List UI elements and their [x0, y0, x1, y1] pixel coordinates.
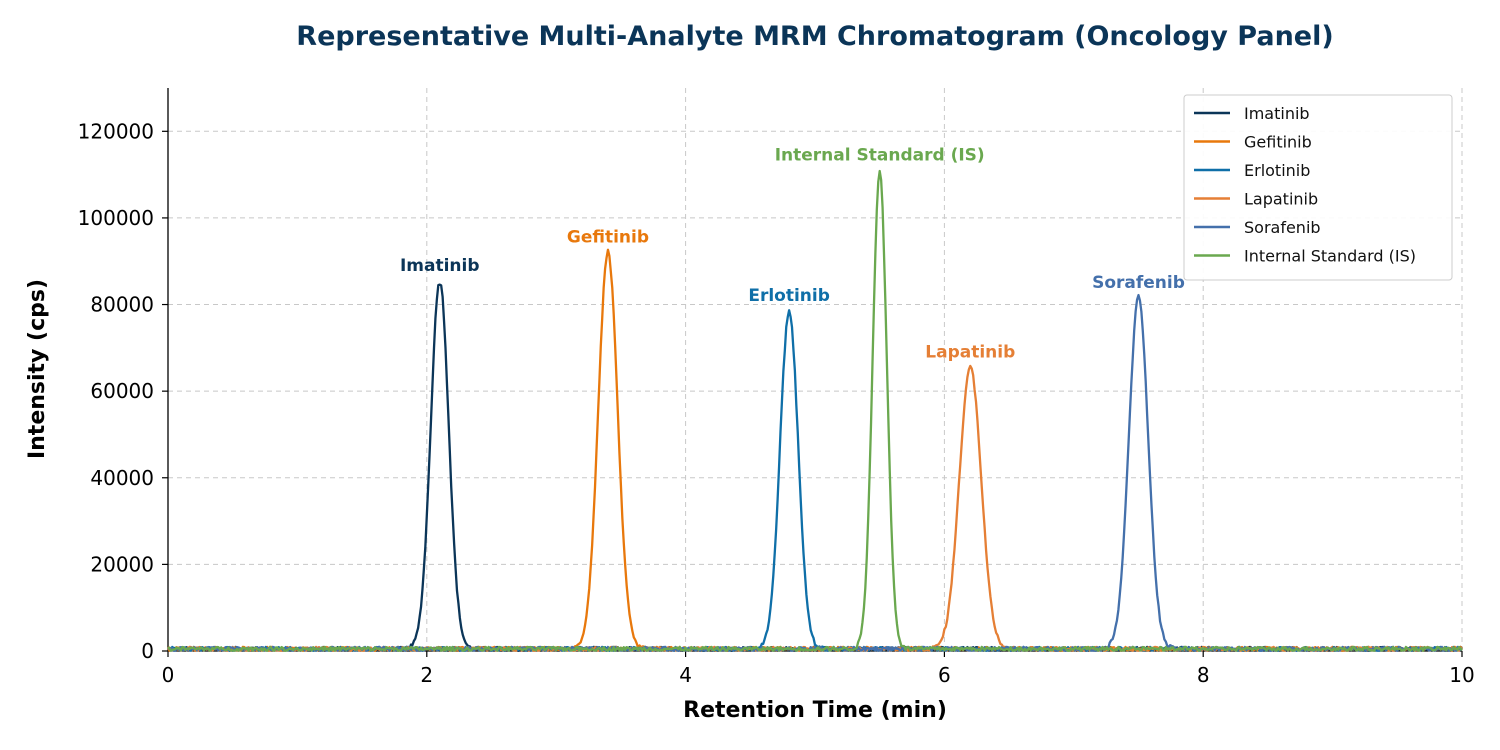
peak-label-imatinib: Imatinib: [400, 256, 480, 276]
x-axis-label: Retention Time (min): [683, 698, 947, 723]
series-lines: [166, 169, 1463, 652]
x-tick-label: 8: [1197, 663, 1210, 687]
legend-label-gefitinib: Gefitinib: [1244, 133, 1312, 152]
y-tick-label: 20000: [90, 552, 154, 576]
legend-label-imatinib: Imatinib: [1244, 104, 1310, 123]
y-tick-label: 0: [141, 639, 154, 663]
x-tick-label: 2: [420, 663, 433, 687]
y-axis-label: Intensity (cps): [25, 279, 50, 459]
legend-label-internal-standard-is: Internal Standard (IS): [1244, 247, 1416, 266]
series-line-lapatinib: [167, 364, 1463, 652]
series-line-erlotinib: [167, 309, 1463, 652]
x-tick-label: 4: [679, 663, 692, 687]
y-tick-label: 60000: [90, 379, 154, 403]
legend-label-erlotinib: Erlotinib: [1244, 161, 1310, 180]
legend-label-sorafenib: Sorafenib: [1244, 218, 1321, 237]
series-line-internal-standard-is: [167, 169, 1463, 652]
chart-title: Representative Multi-Analyte MRM Chromat…: [296, 21, 1333, 52]
x-tick-label: 6: [938, 663, 951, 687]
legend-box: [1183, 94, 1453, 281]
peak-label-lapatinib: Lapatinib: [925, 343, 1015, 363]
x-tick-label: 0: [162, 663, 175, 687]
legend: Imatinib Gefitinib Erlotinib Lapatinib Soraf…: [1183, 94, 1453, 281]
y-tick-label: 80000: [90, 293, 154, 317]
y-tick-label: 120000: [78, 119, 154, 143]
series-line-gefitinib: [166, 248, 1463, 652]
peak-labels: Imatinib Gefitinib Erlotinib Lapatinib Soraf…: [400, 145, 1185, 362]
y-tick-label: 40000: [90, 466, 154, 490]
legend-label-lapatinib: Lapatinib: [1244, 190, 1318, 209]
peak-label-sorafenib: Sorafenib: [1092, 273, 1185, 293]
x-tick-label: 10: [1449, 663, 1474, 687]
series-line-sorafenib: [167, 293, 1463, 652]
y-tick-label: 100000: [78, 206, 154, 230]
peak-label-erlotinib: Erlotinib: [748, 286, 830, 306]
peak-label-internal-standard-is: Internal Standard (IS): [775, 145, 985, 165]
peak-label-gefitinib: Gefitinib: [567, 228, 649, 248]
series-line-imatinib: [167, 283, 1463, 652]
